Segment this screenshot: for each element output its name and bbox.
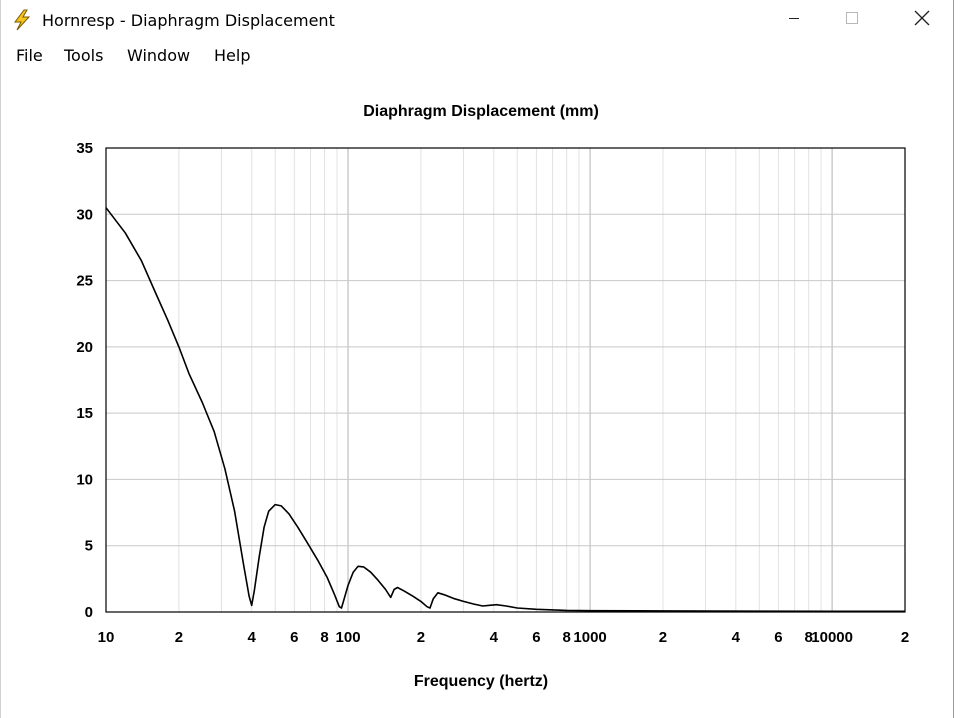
x-tick-label: 1000 xyxy=(573,629,606,646)
minimize-button[interactable] xyxy=(771,0,817,40)
x-tick-label: 6 xyxy=(532,629,540,646)
x-tick-label: 2 xyxy=(417,629,425,646)
x-tick-label: 2 xyxy=(659,629,667,646)
x-tick-label: 10 xyxy=(98,629,115,646)
menu-window[interactable]: Window xyxy=(127,46,191,65)
menu-file[interactable]: File xyxy=(16,46,43,65)
x-tick-label: 6 xyxy=(774,629,782,646)
x-tick-label: 8 xyxy=(320,629,328,646)
y-tick-label: 20 xyxy=(76,339,93,356)
y-tick-label: 30 xyxy=(76,206,93,223)
close-button[interactable] xyxy=(899,0,945,40)
menu-help[interactable]: Help xyxy=(214,46,251,65)
x-tick-label: 6 xyxy=(290,629,298,646)
x-tick-label: 8 xyxy=(805,629,813,646)
maximize-icon xyxy=(845,11,859,30)
plot-area xyxy=(105,147,906,613)
close-icon xyxy=(914,10,930,31)
chart-title: Diaphragm Displacement (mm) xyxy=(363,103,599,120)
y-tick-label: 35 xyxy=(76,140,93,157)
y-axis: 0 5 10 15 20 25 30 35 xyxy=(76,140,93,621)
menu-tools[interactable]: Tools xyxy=(64,46,104,65)
chart-grid xyxy=(106,148,906,612)
y-tick-label: 0 xyxy=(85,604,93,621)
x-tick-label: 10000 xyxy=(811,629,853,646)
x-tick-label: 8 xyxy=(562,629,570,646)
y-tick-label: 5 xyxy=(85,538,93,555)
maximize-button[interactable] xyxy=(829,0,875,40)
title-bar[interactable]: Hornresp - Diaphragm Displacement xyxy=(1,0,953,40)
x-tick-label: 4 xyxy=(490,629,499,646)
menu-bar: File Tools Window Help xyxy=(1,40,953,72)
y-tick-label: 25 xyxy=(76,273,93,290)
displacement-curve xyxy=(105,207,905,613)
minimize-icon xyxy=(788,11,800,29)
curve-layer xyxy=(105,207,905,613)
x-tick-label: 4 xyxy=(248,629,257,646)
window-title: Hornresp - Diaphragm Displacement xyxy=(42,11,335,30)
plot-background xyxy=(106,148,905,612)
lightning-bolt-icon xyxy=(11,9,33,31)
x-tick-label: 2 xyxy=(175,629,183,646)
y-tick-label: 15 xyxy=(76,405,93,422)
x-tick-label: 2 xyxy=(901,629,909,646)
y-tick-label: 10 xyxy=(76,471,93,488)
displacement-chart: Diaphragm Displacement (mm) 0 5 10 15 20 25 30… xyxy=(76,103,910,690)
x-tick-label: 4 xyxy=(732,629,741,646)
x-tick-label: 100 xyxy=(336,629,361,646)
x-axis-title: Frequency (hertz) xyxy=(414,673,548,690)
